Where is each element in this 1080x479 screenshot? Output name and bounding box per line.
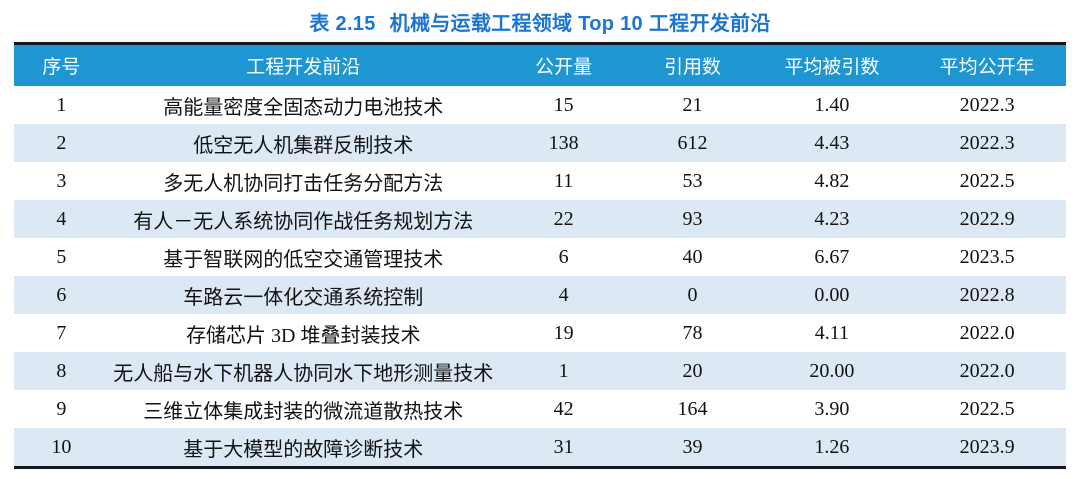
cell-avg-citations: 4.23 bbox=[814, 207, 850, 230]
cell-front-name: 高能量密度全固态动力电池技术 bbox=[163, 96, 444, 119]
cell-front-name: 多无人机协同打击任务分配方法 bbox=[163, 172, 444, 195]
cell-rank: 5 bbox=[56, 245, 67, 268]
cell-published-count: 31 bbox=[553, 435, 574, 458]
cell-citation-count: 612 bbox=[677, 131, 708, 154]
table-row: 2 低空无人机集群反制技术 138 612 4.43 2022.3 bbox=[14, 124, 1066, 162]
cell-published-count: 138 bbox=[548, 131, 579, 154]
col-header-front: 工程开发前沿 bbox=[108, 43, 498, 86]
cell-citation-count: 93 bbox=[682, 207, 703, 230]
cell-avg-year: 2022.0 bbox=[959, 321, 1015, 344]
cell-citation-count: 164 bbox=[677, 397, 708, 420]
cell-rank: 10 bbox=[51, 435, 72, 458]
cell-front-name: 存储芯片 3D 堆叠封装技术 bbox=[186, 324, 421, 347]
cell-avg-year: 2022.9 bbox=[959, 207, 1015, 230]
fronts-table: 序号 工程开发前沿 公开量 引用数 平均被引数 平均公开年 1 高能量密度全固态… bbox=[14, 42, 1066, 469]
table-row: 10 基于大模型的故障诊断技术 31 39 1.26 2023.9 bbox=[14, 428, 1066, 468]
cell-rank: 7 bbox=[56, 321, 67, 344]
table-row: 4 有人－无人系统协同作战任务规划方法 22 93 4.23 2022.9 bbox=[14, 200, 1066, 238]
cell-published-count: 22 bbox=[553, 207, 574, 230]
table-row: 5 基于智联网的低空交通管理技术 6 40 6.67 2023.5 bbox=[14, 238, 1066, 276]
table-row: 6 车路云一体化交通系统控制 4 0 0.00 2022.8 bbox=[14, 276, 1066, 314]
col-header-citation-count: 引用数 bbox=[629, 43, 756, 86]
table-number: 表 2.15 bbox=[309, 13, 376, 35]
cell-avg-year: 2022.0 bbox=[959, 359, 1015, 382]
col-header-published-count: 公开量 bbox=[497, 43, 630, 86]
cell-avg-citations: 1.26 bbox=[814, 435, 850, 458]
cell-avg-citations: 4.43 bbox=[814, 131, 850, 154]
table-row: 7 存储芯片 3D 堆叠封装技术 19 78 4.11 2022.0 bbox=[14, 314, 1066, 352]
cell-front-name: 三维立体集成封装的微流道散热技术 bbox=[143, 400, 464, 423]
cell-front-name: 基于大模型的故障诊断技术 bbox=[183, 438, 424, 461]
cell-avg-year: 2022.5 bbox=[959, 169, 1015, 192]
cell-published-count: 6 bbox=[558, 245, 569, 268]
cell-avg-year: 2023.5 bbox=[959, 245, 1015, 268]
cell-avg-citations: 20.00 bbox=[809, 359, 855, 382]
cell-front-name: 基于智联网的低空交通管理技术 bbox=[163, 248, 444, 271]
cell-rank: 3 bbox=[56, 169, 67, 192]
cell-rank: 8 bbox=[56, 359, 67, 382]
cell-avg-citations: 6.67 bbox=[814, 245, 850, 268]
cell-citation-count: 78 bbox=[682, 321, 703, 344]
table-row: 1 高能量密度全固态动力电池技术 15 21 1.40 2022.3 bbox=[14, 86, 1066, 124]
cell-rank: 2 bbox=[56, 131, 67, 154]
cell-citation-count: 20 bbox=[682, 359, 703, 382]
cell-avg-citations: 3.90 bbox=[814, 397, 850, 420]
col-header-rank: 序号 bbox=[14, 43, 109, 86]
cell-avg-year: 2023.9 bbox=[959, 435, 1015, 458]
col-header-avg-year: 平均公开年 bbox=[908, 43, 1066, 86]
cell-avg-year: 2022.8 bbox=[959, 283, 1015, 306]
cell-front-name: 车路云一体化交通系统控制 bbox=[183, 286, 424, 309]
table-row: 8 无人船与水下机器人协同水下地形测量技术 1 20 20.00 2022.0 bbox=[14, 352, 1066, 390]
cell-avg-citations: 4.11 bbox=[814, 321, 850, 344]
table-row: 3 多无人机协同打击任务分配方法 11 53 4.82 2022.5 bbox=[14, 162, 1066, 200]
cell-published-count: 11 bbox=[554, 169, 574, 192]
col-header-avg-citations: 平均被引数 bbox=[755, 43, 909, 86]
cell-front-name: 无人船与水下机器人协同水下地形测量技术 bbox=[113, 362, 494, 385]
cell-avg-citations: 1.40 bbox=[814, 93, 850, 116]
cell-avg-year: 2022.3 bbox=[959, 131, 1015, 154]
cell-rank: 9 bbox=[56, 397, 67, 420]
cell-published-count: 15 bbox=[553, 93, 574, 116]
cell-published-count: 1 bbox=[558, 359, 569, 382]
cell-citation-count: 40 bbox=[682, 245, 703, 268]
cell-citation-count: 53 bbox=[682, 169, 703, 192]
cell-citation-count: 21 bbox=[682, 93, 703, 116]
cell-published-count: 42 bbox=[553, 397, 574, 420]
table-row: 9 三维立体集成封装的微流道散热技术 42 164 3.90 2022.5 bbox=[14, 390, 1066, 428]
cell-avg-citations: 4.82 bbox=[814, 169, 850, 192]
cell-avg-year: 2022.3 bbox=[959, 93, 1015, 116]
cell-citation-count: 39 bbox=[682, 435, 703, 458]
cell-rank: 6 bbox=[56, 283, 67, 306]
table-caption: 表 2.15 机械与运载工程领域 Top 10 工程开发前沿 bbox=[0, 0, 1080, 42]
cell-avg-citations: 0.00 bbox=[814, 283, 850, 306]
cell-citation-count: 0 bbox=[687, 283, 698, 306]
cell-rank: 1 bbox=[56, 93, 67, 116]
cell-published-count: 19 bbox=[553, 321, 574, 344]
cell-front-name: 低空无人机集群反制技术 bbox=[193, 134, 414, 157]
header-row: 序号 工程开发前沿 公开量 引用数 平均被引数 平均公开年 bbox=[14, 43, 1066, 86]
table-title-text: 机械与运载工程领域 Top 10 工程开发前沿 bbox=[389, 13, 771, 35]
cell-front-name: 有人－无人系统协同作战任务规划方法 bbox=[133, 210, 474, 233]
cell-rank: 4 bbox=[56, 207, 67, 230]
cell-avg-year: 2022.5 bbox=[959, 397, 1015, 420]
cell-published-count: 4 bbox=[558, 283, 569, 306]
